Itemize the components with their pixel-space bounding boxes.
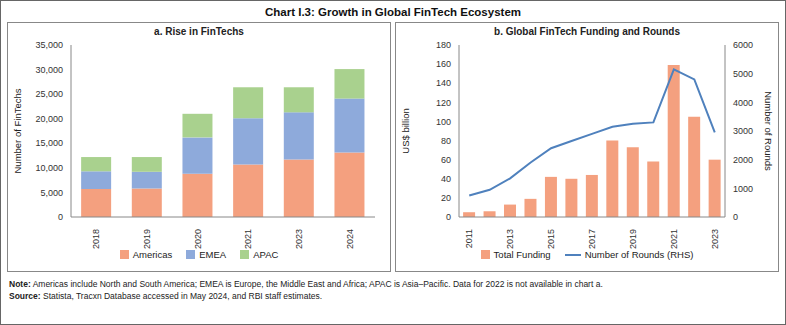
html-text:b. Global FinTech Funding and: b. Global FinTech Funding and Rounds: [494, 26, 680, 37]
html-text:Chart I.3: Growth in Global Fi: Chart I.3: Growth in Global FinTech Ecos…: [265, 6, 521, 18]
svg-text:Number of Rounds: Number of Rounds: [763, 91, 774, 171]
svg-text:40: 40: [441, 174, 451, 184]
svg-text:2019: 2019: [142, 229, 152, 249]
svg-text:4000: 4000: [733, 98, 753, 108]
svg-text:0: 0: [733, 212, 738, 222]
svg-text:2024: 2024: [345, 229, 355, 249]
svg-text:2020: 2020: [193, 229, 203, 249]
html-text:a. Rise in FinTechs: a. Rise in FinTechs: [154, 26, 244, 37]
html-text:Americas: Americas: [132, 249, 173, 260]
svg-text:0: 0: [58, 212, 63, 222]
html-text:EMEA: EMEA: [199, 249, 227, 260]
html-text:Total Funding: Total Funding: [493, 249, 551, 260]
svg-text:5,000: 5,000: [40, 188, 63, 198]
svg-text:140: 140: [436, 78, 451, 88]
html-text:Number of Rounds (RHS): Number of Rounds (RHS): [584, 249, 694, 260]
html-text:Source: Statista, Tracxn Datab: Source: Statista, Tracxn Database access…: [9, 291, 323, 301]
svg-text:20: 20: [441, 193, 451, 203]
svg-text:20,000: 20,000: [35, 114, 63, 124]
svg-text:2015: 2015: [546, 229, 556, 249]
svg-text:2018: 2018: [91, 229, 101, 249]
svg-text:120: 120: [436, 98, 451, 108]
svg-text:2021: 2021: [669, 229, 679, 249]
svg-text:35,000: 35,000: [35, 40, 63, 50]
svg-text:30,000: 30,000: [35, 65, 63, 75]
svg-text:2000: 2000: [733, 155, 753, 165]
svg-text:15,000: 15,000: [35, 138, 63, 148]
svg-text:10,000: 10,000: [35, 163, 63, 173]
svg-text:2023: 2023: [710, 229, 720, 249]
svg-text:180: 180: [436, 40, 451, 50]
svg-text:2017: 2017: [587, 229, 597, 249]
svg-text:2013: 2013: [505, 229, 515, 249]
svg-text:6000: 6000: [733, 40, 753, 50]
svg-text:80: 80: [441, 136, 451, 146]
svg-text:25,000: 25,000: [35, 89, 63, 99]
svg-text:0: 0: [446, 212, 451, 222]
svg-text:2023: 2023: [294, 229, 304, 249]
svg-text:160: 160: [436, 59, 451, 69]
svg-text:Number of FinTechs: Number of FinTechs: [12, 88, 23, 173]
svg-text:2011: 2011: [464, 229, 474, 248]
svg-text:5000: 5000: [733, 69, 753, 79]
html-text:APAC: APAC: [253, 249, 279, 260]
svg-text:US$ billion: US$ billion: [400, 108, 411, 153]
svg-text:1000: 1000: [733, 184, 753, 194]
html-text:Note: Americas include North a: Note: Americas include North and South A…: [9, 279, 603, 289]
svg-text:60: 60: [441, 155, 451, 165]
svg-text:100: 100: [436, 117, 451, 127]
svg-text:2019: 2019: [628, 229, 638, 249]
svg-text:3000: 3000: [733, 126, 753, 136]
svg-text:2021: 2021: [243, 229, 253, 249]
